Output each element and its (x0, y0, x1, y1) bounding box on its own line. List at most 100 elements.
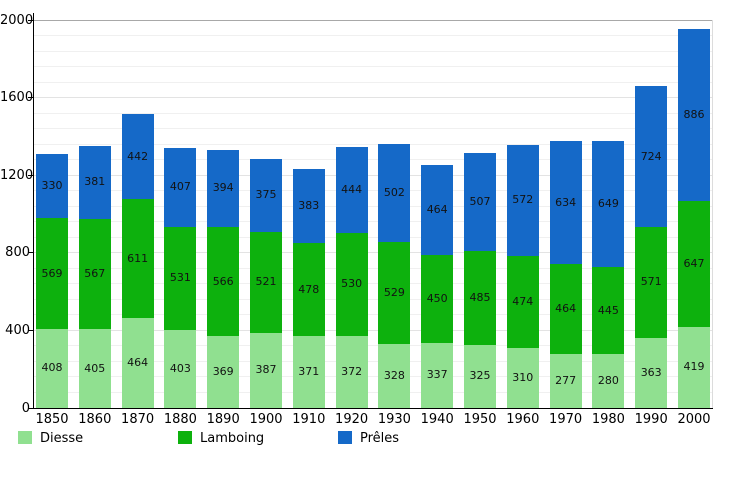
bar-segment-diesse (464, 344, 496, 408)
x-axis-tick-label: 1930 (377, 412, 411, 427)
x-axis-tick-label: 1960 (506, 412, 540, 427)
bar-value-label: 464 (127, 355, 149, 369)
bar-value-label: 310 (512, 370, 534, 384)
y-gridline (34, 221, 713, 223)
bar-value-label: 381 (84, 175, 106, 189)
y-axis-tick-label: 800 (5, 245, 30, 261)
bar-value-label: 277 (555, 374, 577, 388)
bar-segment-prles (78, 145, 111, 220)
bar-segment-prles (421, 165, 454, 256)
bar-segment-lamboing (506, 255, 539, 348)
bar-value-label: 328 (383, 369, 405, 383)
y-gridline (34, 81, 713, 83)
x-axis-tick-label: 1890 (206, 412, 240, 427)
bar-value-label: 383 (298, 199, 320, 213)
y-axis-line (33, 13, 34, 409)
y-gridline (34, 19, 713, 21)
y-axis-tick-label: 1200 (0, 167, 34, 183)
bar-value-label: 407 (169, 180, 191, 194)
y-gridline (34, 314, 713, 316)
y-axis-tick (28, 174, 33, 176)
bar-segment-lamboing (36, 218, 68, 329)
bar-value-label: 566 (212, 274, 234, 288)
bar-segment-lamboing (250, 231, 282, 333)
y-gridline (34, 360, 713, 362)
bar-value-label: 325 (469, 369, 491, 383)
y-axis-tick (28, 407, 33, 409)
bar-value-label: 611 (127, 251, 149, 265)
x-axis-tick-label: 1880 (163, 412, 197, 427)
y-gridline (34, 205, 713, 207)
bar-segment-prles (378, 144, 411, 242)
x-axis-tick-label: 2000 (677, 412, 711, 427)
bar-segment-lamboing (464, 250, 496, 345)
y-axis-tick-label: 1600 (0, 90, 34, 106)
bar-segment-lamboing (207, 226, 240, 337)
y-axis-tick (28, 252, 33, 254)
bar-value-label: 571 (640, 275, 662, 289)
y-gridline (34, 376, 713, 378)
bar-value-label: 372 (341, 364, 363, 378)
legend-swatch-diesse (18, 431, 32, 444)
bar-segment-lamboing (378, 241, 411, 345)
y-gridline (34, 66, 713, 68)
bar-value-label: 572 (512, 193, 534, 207)
bar-value-label: 647 (683, 256, 705, 270)
legend-label-lamboing: Lamboing (200, 431, 265, 446)
bar-value-label: 375 (255, 188, 277, 202)
bar-value-label: 886 (683, 108, 705, 122)
bar-segment-prles (250, 159, 282, 232)
y-gridline (34, 267, 713, 269)
x-axis-line (33, 408, 713, 409)
bar-value-label: 419 (683, 360, 705, 374)
y-gridline (34, 159, 713, 161)
bar-segment-diesse (335, 335, 368, 408)
bar-segment-prles (678, 29, 710, 202)
bar-segment-diesse (78, 329, 111, 408)
y-axis-tick-label: 0 (21, 400, 30, 416)
bar-value-label: 530 (341, 277, 363, 291)
bar-segment-prles (121, 113, 154, 200)
bar-value-label: 634 (555, 195, 577, 209)
bar-value-label: 502 (383, 186, 405, 200)
y-gridline (34, 50, 713, 52)
bar-value-label: 405 (84, 361, 106, 375)
bar-segment-lamboing (592, 267, 625, 354)
y-gridline (34, 128, 713, 130)
bar-segment-diesse (678, 326, 710, 408)
y-gridline (34, 283, 713, 285)
bar-segment-diesse (250, 332, 282, 408)
y-gridline (34, 345, 713, 347)
x-axis-tick-label: 1990 (634, 412, 668, 427)
bar-value-label: 442 (127, 149, 149, 163)
bar-value-label: 403 (169, 361, 191, 375)
bar-value-label: 280 (597, 373, 619, 387)
x-axis-tick-label: 1910 (292, 412, 326, 427)
y-axis-tick (28, 19, 33, 21)
legend-swatch-lamboing (178, 431, 192, 444)
bar-value-label: 394 (212, 181, 234, 195)
x-axis-tick-label: 1950 (463, 412, 497, 427)
bar-segment-prles (164, 147, 197, 227)
y-axis-tick (28, 97, 33, 99)
x-axis-tick-label: 1870 (121, 412, 155, 427)
bar-value-label: 369 (212, 365, 234, 379)
bar-value-label: 387 (255, 363, 277, 377)
bar-value-label: 485 (469, 290, 491, 304)
y-axis-tick-label: 400 (5, 322, 30, 338)
bar-value-label: 567 (84, 267, 106, 281)
bar-segment-lamboing (78, 219, 111, 330)
y-axis-tick-label: 2000 (0, 12, 34, 28)
bar-segment-lamboing (335, 233, 368, 336)
y-gridline (34, 35, 713, 37)
bar-value-label: 445 (597, 303, 619, 317)
bar-segment-prles (36, 154, 68, 219)
plot-right-border (712, 20, 713, 408)
bar-value-label: 529 (383, 286, 405, 300)
bar-value-label: 507 (469, 194, 491, 208)
bar-value-label: 444 (341, 182, 363, 196)
y-gridline (34, 298, 713, 300)
x-axis-tick-label: 1940 (420, 412, 454, 427)
y-gridline (34, 252, 713, 254)
y-gridline (34, 112, 713, 114)
